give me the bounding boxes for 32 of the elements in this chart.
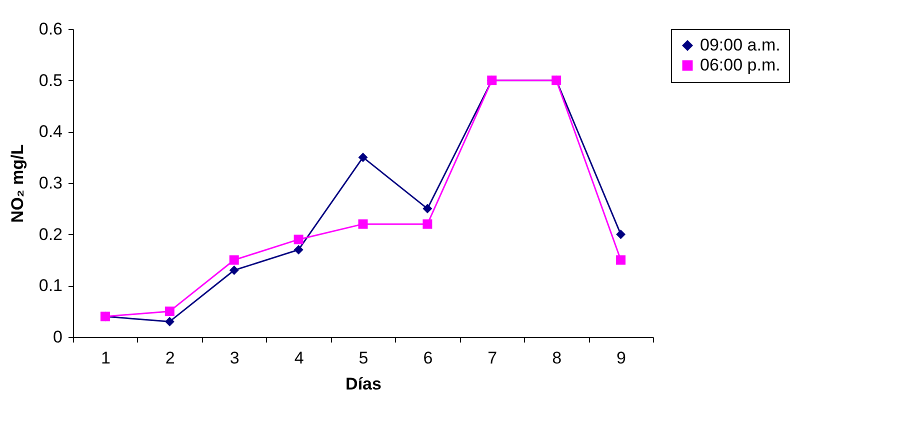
x-tick-label: 1 xyxy=(100,348,110,368)
x-tick-label: 6 xyxy=(423,348,433,368)
y-tick-label: 0.5 xyxy=(38,70,62,90)
x-tick-label: 7 xyxy=(488,348,498,368)
legend-label: 06:00 p.m. xyxy=(700,56,780,74)
point xyxy=(616,255,626,265)
point xyxy=(229,255,239,265)
x-tick-label: 5 xyxy=(358,348,368,368)
y-axis-title: NO₂ mg/L xyxy=(8,144,27,223)
x-tick-label: 2 xyxy=(165,348,175,368)
y-tick-label: 0.1 xyxy=(38,276,62,296)
point xyxy=(422,219,432,229)
x-tick-label: 3 xyxy=(230,348,240,368)
x-tick-label: 8 xyxy=(552,348,562,368)
point xyxy=(294,244,304,254)
y-tick-label: 0 xyxy=(53,328,62,346)
point xyxy=(164,316,174,326)
point xyxy=(294,234,304,244)
y-tick-label: 0.3 xyxy=(38,174,62,192)
point xyxy=(616,230,626,240)
y-tick-label: 0.4 xyxy=(38,122,62,142)
x-tick-label: 9 xyxy=(616,348,626,368)
x-tick-label: 4 xyxy=(294,348,304,368)
point xyxy=(422,204,432,214)
x-axis-title: Días xyxy=(346,374,382,394)
y-tick-label: 0.2 xyxy=(38,224,62,244)
point xyxy=(164,306,174,316)
point xyxy=(229,266,239,276)
point xyxy=(358,152,368,162)
point xyxy=(358,219,368,229)
legend-label: 09:00 a.m. xyxy=(700,36,780,54)
y-tick-label: 0.6 xyxy=(38,20,62,38)
